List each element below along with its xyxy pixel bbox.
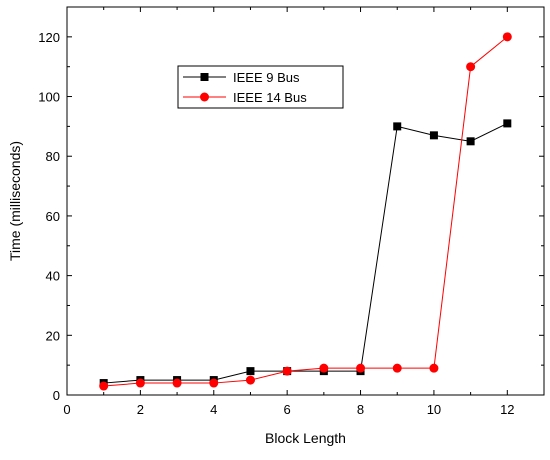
y-tick-label: 120	[38, 30, 60, 45]
y-tick-label: 0	[53, 388, 60, 403]
y-axis-label: Time (milliseconds)	[7, 141, 23, 261]
series-2	[99, 32, 512, 391]
data-point	[429, 131, 438, 140]
legend: IEEE 9 Bus IEEE 14 Bus	[177, 65, 344, 109]
data-point	[245, 375, 255, 385]
series-line	[103, 122, 508, 384]
data-point	[99, 381, 109, 391]
data-point	[503, 119, 512, 128]
data-point	[392, 363, 402, 373]
data-point	[502, 32, 512, 42]
data-point	[209, 378, 219, 388]
data-point	[466, 62, 476, 72]
x-tick-label: 2	[137, 402, 144, 417]
data-point	[282, 366, 292, 376]
series-line	[103, 36, 508, 387]
data-point	[319, 363, 329, 373]
y-tick-label: 80	[46, 149, 60, 164]
data-point	[393, 122, 402, 131]
y-tick-label: 60	[46, 209, 60, 224]
axes	[66, 6, 545, 396]
data-point	[429, 363, 439, 373]
x-tick-label: 0	[63, 402, 70, 417]
x-axis-label: Block Length	[265, 430, 346, 446]
data-point	[135, 378, 145, 388]
data-point	[172, 378, 182, 388]
y-tick-label: 100	[38, 90, 60, 105]
x-tick-label: 12	[500, 402, 514, 417]
x-tick-label: 8	[357, 402, 364, 417]
x-tick-label: 4	[210, 402, 217, 417]
data-point	[356, 363, 366, 373]
data-point	[466, 137, 475, 146]
y-tick-label: 20	[46, 328, 60, 343]
legend-label: IEEE 9 Bus	[233, 70, 300, 85]
plot-frame	[66, 6, 545, 396]
legend-marker	[200, 73, 209, 81]
series-1	[99, 119, 512, 388]
legend-marker	[200, 92, 209, 102]
x-tick-label: 6	[284, 402, 291, 417]
y-tick-label: 40	[46, 269, 60, 284]
series-layer	[99, 32, 512, 391]
x-tick-label: 10	[427, 402, 441, 417]
data-point	[246, 367, 255, 376]
legend-label: IEEE 14 Bus	[233, 90, 307, 105]
